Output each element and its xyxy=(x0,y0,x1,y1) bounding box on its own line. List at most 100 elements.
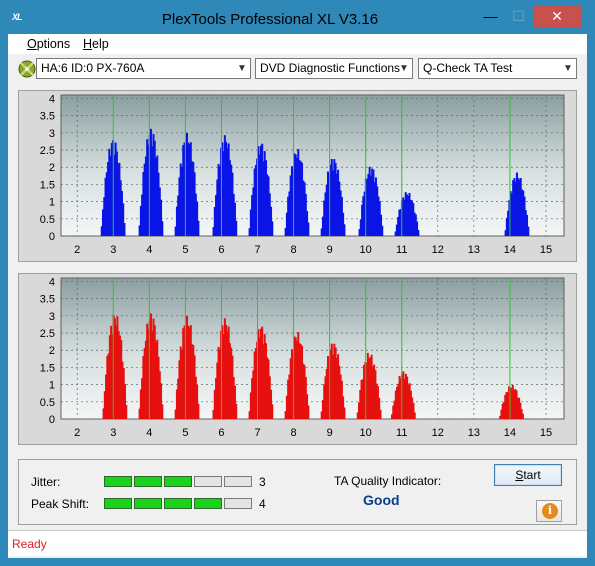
data-bar xyxy=(105,172,108,236)
test-select[interactable]: Q-Check TA Test ▼ xyxy=(418,58,577,79)
data-bar xyxy=(120,339,123,419)
data-bar xyxy=(191,161,194,236)
start-button[interactable]: Start xyxy=(494,464,562,486)
data-bar xyxy=(338,365,341,419)
data-bar xyxy=(407,384,410,419)
toolbar: HA:6 ID:0 PX-760A ▼ DVD Diagnostic Funct… xyxy=(8,54,587,84)
data-bar xyxy=(302,363,305,419)
data-bar xyxy=(321,216,324,236)
y-tick-label: 2 xyxy=(49,162,55,174)
data-bar xyxy=(499,415,502,419)
data-bar xyxy=(228,160,231,236)
y-tick-label: 1.5 xyxy=(40,179,55,191)
data-bar xyxy=(362,196,365,236)
menu-options-mnemonic: O xyxy=(27,37,37,51)
data-bar xyxy=(217,346,220,419)
data-bar xyxy=(394,231,397,236)
data-bar xyxy=(297,149,300,236)
data-bar xyxy=(324,192,327,236)
data-bar xyxy=(251,378,254,419)
data-bar xyxy=(106,355,109,419)
x-tick-label: 13 xyxy=(468,427,480,439)
data-bar xyxy=(335,173,338,236)
menu-help-label: elp xyxy=(92,37,109,51)
data-bar xyxy=(288,374,291,419)
data-bar xyxy=(413,412,416,419)
menu-options[interactable]: Options xyxy=(27,37,70,51)
data-bar xyxy=(102,209,105,236)
data-bar xyxy=(156,339,159,419)
data-bar xyxy=(290,166,293,236)
data-bar xyxy=(138,225,141,236)
data-bar xyxy=(518,179,521,236)
data-bar xyxy=(411,397,414,419)
data-bar xyxy=(514,389,517,419)
data-bar xyxy=(153,325,156,419)
data-bar xyxy=(409,390,412,419)
x-tick-label: 4 xyxy=(146,244,152,256)
data-bar xyxy=(404,373,407,419)
drive-select[interactable]: HA:6 ID:0 PX-760A ▼ xyxy=(36,58,251,79)
function-select[interactable]: DVD Diagnostic Functions ▼ xyxy=(255,58,413,79)
data-bar xyxy=(259,328,262,419)
data-bar xyxy=(519,402,522,419)
data-bar xyxy=(113,154,116,236)
data-bar xyxy=(226,331,229,419)
data-bar xyxy=(512,180,515,236)
data-bar xyxy=(182,145,185,236)
data-bar xyxy=(231,355,234,419)
close-button[interactable]: ✕ xyxy=(533,6,581,27)
data-bar xyxy=(115,151,118,236)
data-bar xyxy=(407,195,410,236)
data-bar xyxy=(178,360,181,419)
data-bar xyxy=(375,383,378,419)
y-tick-label: 4 xyxy=(49,93,55,105)
data-bar xyxy=(524,210,527,236)
y-tick-label: 0 xyxy=(49,414,55,426)
data-bar xyxy=(333,343,336,419)
y-tick-label: 0.5 xyxy=(40,397,55,409)
data-bar xyxy=(117,163,120,236)
data-bar xyxy=(213,389,216,419)
x-tick-label: 13 xyxy=(468,244,480,256)
data-bar xyxy=(161,404,164,419)
data-bar xyxy=(303,182,306,236)
jitter-label: Jitter: xyxy=(31,475,61,489)
data-bar xyxy=(507,210,510,236)
data-bar xyxy=(271,221,274,236)
maximize-button[interactable]: ☐ xyxy=(505,6,532,27)
chevron-down-icon: ▼ xyxy=(237,63,247,74)
data-bar xyxy=(409,199,412,236)
info-button[interactable]: i xyxy=(536,500,562,522)
data-bar xyxy=(381,225,384,236)
x-tick-label: 12 xyxy=(432,244,444,256)
data-bar xyxy=(191,344,194,419)
data-bar xyxy=(299,161,302,236)
data-bar xyxy=(157,356,160,419)
data-bar xyxy=(156,155,159,236)
data-bar xyxy=(360,379,363,419)
data-bar xyxy=(520,408,523,419)
x-tick-label: 15 xyxy=(540,427,552,439)
data-bar xyxy=(180,349,183,419)
data-bar xyxy=(394,390,397,419)
title-bar[interactable]: XL PlexTools Professional XL V3.16 — ☐ ✕ xyxy=(0,0,595,34)
data-bar xyxy=(329,164,332,236)
data-bar xyxy=(107,162,110,236)
data-bar xyxy=(147,144,150,236)
data-bar xyxy=(221,142,224,236)
data-bar xyxy=(373,182,376,236)
data-bar xyxy=(177,378,180,419)
x-tick-label: 3 xyxy=(110,244,116,256)
function-select-value: DVD Diagnostic Functions xyxy=(260,61,401,75)
data-bar xyxy=(411,200,414,236)
data-bar xyxy=(194,193,197,236)
minimize-button[interactable]: — xyxy=(477,6,504,27)
menu-help[interactable]: Help xyxy=(83,37,109,51)
data-bar xyxy=(160,383,163,419)
data-bar xyxy=(249,392,252,419)
data-bar xyxy=(509,191,512,236)
data-bar xyxy=(160,199,163,236)
x-tick-label: 10 xyxy=(360,244,372,256)
data-bar xyxy=(513,390,516,419)
